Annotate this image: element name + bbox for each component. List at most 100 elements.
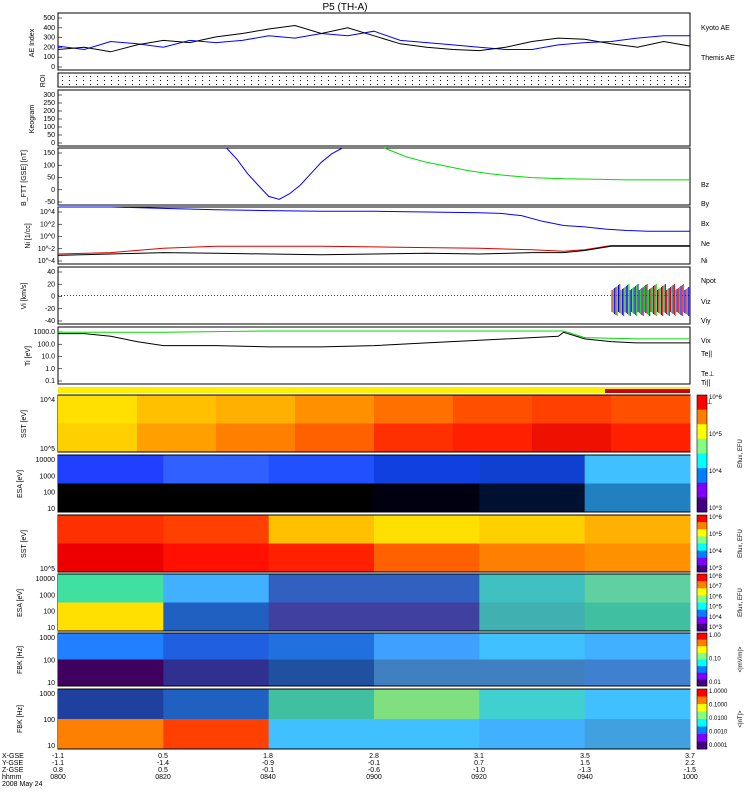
colorbar-cell [697,453,707,469]
roi-dot [216,84,217,85]
orbit-cell: -1.3 [579,767,591,774]
ytick-label: 10^5 [40,566,55,573]
roi-dot [468,84,469,85]
heat-cell [532,395,612,424]
heat-cell [453,395,533,424]
orbit-cell: -0.1 [262,767,274,774]
ytick-label: 0 [51,294,55,301]
orbit-cell: 0820 [155,774,171,781]
roi-dot [83,84,84,85]
roi-dot [461,84,462,85]
roi-dot [181,76,182,77]
legend-by: By [701,201,710,208]
colorbar-tick: 0.0100 [709,716,728,722]
roi-dot [650,84,651,85]
ytick-label: -20 [45,306,55,313]
heat-cell [374,483,480,512]
roi-dot [657,84,658,85]
ytick-label: 0.1 [45,378,55,385]
roi-dot [356,80,357,81]
heat-cell [479,455,586,484]
ytick-label: 100 [43,658,55,665]
roi-dot [566,84,567,85]
heat-cell [374,602,480,631]
roi-dot [433,76,434,77]
ytick-label: 100 [43,490,55,497]
roi-dot [643,84,644,85]
ytick-label: 150 [43,116,55,123]
roi-dot [321,84,322,85]
roi-dot [657,76,658,77]
heat-cell [374,543,480,572]
heat-cell [268,543,375,572]
roi-dot [489,80,490,81]
panel-roi: ROI [40,72,691,88]
colorbar-cell [697,468,707,484]
heat-cell [584,483,691,512]
roi-dot [279,76,280,77]
ytick-label: -50 [45,199,55,206]
legend-viz: Viz [701,299,711,306]
series-line [384,147,690,181]
roi-dot [181,84,182,85]
roi-dot [125,84,126,85]
roi-dot [671,76,672,77]
ytick-label: 50 [47,132,55,139]
roi-dot [510,80,511,81]
roi-dot [307,76,308,77]
legend-ne: Ne [701,241,710,248]
ytick-label: 0 [51,140,55,147]
roi-dot [510,84,511,85]
roi-dot [426,76,427,77]
ytick-label: 250 [43,100,55,107]
heat-cell [163,483,270,512]
roi-dot [342,84,343,85]
roi-dot [258,76,259,77]
roi-dot [139,84,140,85]
colorbar-cell [697,652,707,660]
sst-electron-ylabel: SST [eV] [21,530,28,558]
colorbar-cell [697,609,707,618]
roi-dot [545,76,546,77]
roi-dot [146,80,147,81]
orbit-cell: -1.1 [52,760,64,767]
orbit-cell: 0.7 [474,760,484,767]
heat-cell [137,395,217,424]
roi-dot [650,76,651,77]
colorbar-tick: 10^5 [709,605,722,611]
roi-dot [573,84,574,85]
orbit-cell: 1.5 [580,760,590,767]
roi-dot [118,76,119,77]
heat-cell [374,719,480,749]
roi-dot [111,80,112,81]
ytick-label: 400 [43,25,55,32]
roi-dot [167,80,168,81]
roi-dot [594,76,595,77]
ytick-label: 100 [43,124,55,131]
ae-ylabel: AE Index [29,28,36,57]
orbit-cell: -0.1 [368,760,380,767]
ytick-label: 100 [43,609,55,616]
roi-dot [461,80,462,81]
heat-cell [479,602,586,631]
heat-cell [374,633,480,660]
roi-dot [132,80,133,81]
colorbar-cell [697,623,707,632]
roi-dot [482,80,483,81]
panel-ae-index: AE Index Kyoto AE Themis AE [29,12,735,71]
roi-dot [153,76,154,77]
legend-ti-par: Ti|| [701,380,710,387]
roi-dot [209,80,210,81]
roi-dot [573,76,574,77]
roi-dot [125,80,126,81]
roi-dot [111,84,112,85]
heat-cell [58,574,164,603]
roi-dot [552,84,553,85]
roi-dot [580,76,581,77]
roi-dot [468,76,469,77]
roi-dot [426,80,427,81]
roi-dot [433,80,434,81]
colorbar-cell [697,550,707,559]
heat-cell [584,659,691,686]
heat-cell [163,543,270,572]
